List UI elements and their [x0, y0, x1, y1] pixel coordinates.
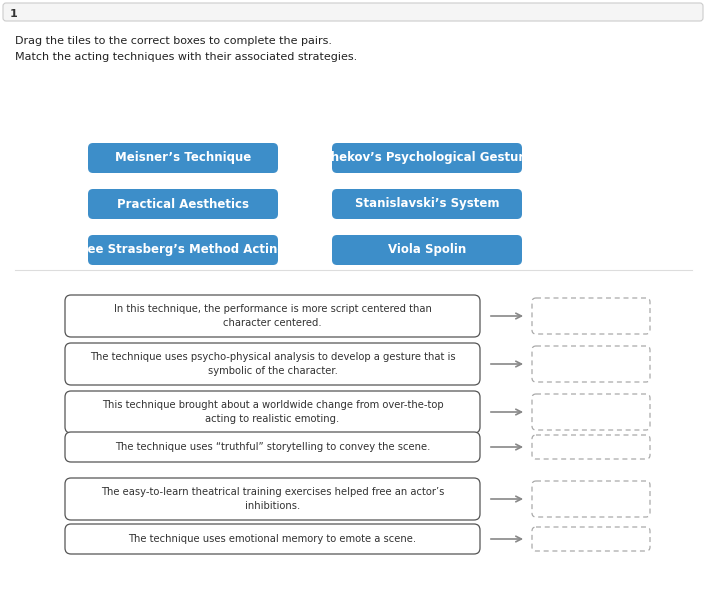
- FancyBboxPatch shape: [332, 143, 522, 173]
- FancyBboxPatch shape: [532, 346, 650, 382]
- FancyBboxPatch shape: [532, 298, 650, 334]
- Text: Meisner’s Technique: Meisner’s Technique: [115, 151, 251, 165]
- Text: This technique brought about a worldwide change from over-the-top
acting to real: This technique brought about a worldwide…: [102, 400, 443, 424]
- FancyBboxPatch shape: [65, 343, 480, 385]
- FancyBboxPatch shape: [65, 295, 480, 337]
- Text: In this technique, the performance is more script centered than
character center: In this technique, the performance is mo…: [114, 304, 431, 328]
- FancyBboxPatch shape: [88, 143, 278, 173]
- FancyBboxPatch shape: [65, 478, 480, 520]
- FancyBboxPatch shape: [3, 3, 703, 21]
- FancyBboxPatch shape: [332, 235, 522, 265]
- FancyBboxPatch shape: [88, 235, 278, 265]
- FancyBboxPatch shape: [532, 481, 650, 517]
- Text: The technique uses psycho-physical analysis to develop a gesture that is
symboli: The technique uses psycho-physical analy…: [90, 352, 455, 376]
- FancyBboxPatch shape: [532, 394, 650, 430]
- Text: The technique uses “truthful” storytelling to convey the scene.: The technique uses “truthful” storytelli…: [115, 442, 430, 452]
- FancyBboxPatch shape: [532, 435, 650, 459]
- Text: Lee Strasberg’s Method Acting: Lee Strasberg’s Method Acting: [80, 243, 286, 257]
- Text: Viola Spolin: Viola Spolin: [388, 243, 466, 257]
- Text: 1: 1: [10, 9, 18, 19]
- FancyBboxPatch shape: [65, 391, 480, 433]
- Text: Drag the tiles to the correct boxes to complete the pairs.: Drag the tiles to the correct boxes to c…: [15, 36, 332, 46]
- FancyBboxPatch shape: [65, 524, 480, 554]
- Text: Match the acting techniques with their associated strategies.: Match the acting techniques with their a…: [15, 52, 357, 62]
- Text: The easy-to-learn theatrical training exercises helped free an actor’s
inhibitio: The easy-to-learn theatrical training ex…: [101, 487, 444, 511]
- Text: Chekov’s Psychological Gesture: Chekov’s Psychological Gesture: [322, 151, 532, 165]
- Text: The technique uses emotional memory to emote a scene.: The technique uses emotional memory to e…: [129, 534, 416, 544]
- Text: Practical Aesthetics: Practical Aesthetics: [117, 198, 249, 210]
- FancyBboxPatch shape: [88, 189, 278, 219]
- FancyBboxPatch shape: [532, 527, 650, 551]
- FancyBboxPatch shape: [65, 432, 480, 462]
- FancyBboxPatch shape: [332, 189, 522, 219]
- Text: Stanislavski’s System: Stanislavski’s System: [355, 198, 499, 210]
